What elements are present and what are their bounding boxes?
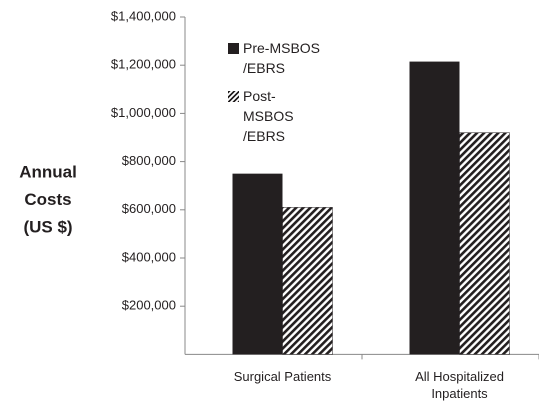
legend-label: Pre-MSBOS /EBRS — [243, 40, 321, 76]
bar — [282, 207, 333, 355]
bar — [232, 173, 283, 355]
y-tick-label: $800,000 — [122, 153, 176, 168]
y-axis-label: Annual — [19, 162, 77, 181]
y-tick-label: $400,000 — [122, 249, 176, 264]
legend-swatch — [228, 43, 239, 54]
y-axis-label: Costs — [24, 190, 71, 209]
x-tick-label: All Hospitalized Inpatients — [415, 369, 504, 401]
y-tick-label: $1,000,000 — [111, 105, 176, 120]
y-tick-label: $1,200,000 — [111, 57, 176, 72]
legend-label: Post-MSBOS /EBRS — [243, 88, 294, 144]
x-tick-label: Surgical Patients — [233, 369, 332, 384]
bar — [459, 132, 510, 355]
y-tick-label: $1,400,000 — [111, 8, 176, 23]
y-tick-label: $200,000 — [122, 298, 176, 313]
bar — [409, 61, 460, 355]
y-tick-label: $600,000 — [122, 201, 176, 216]
y-axis-label: (US $) — [23, 217, 72, 236]
legend-swatch — [228, 91, 239, 102]
